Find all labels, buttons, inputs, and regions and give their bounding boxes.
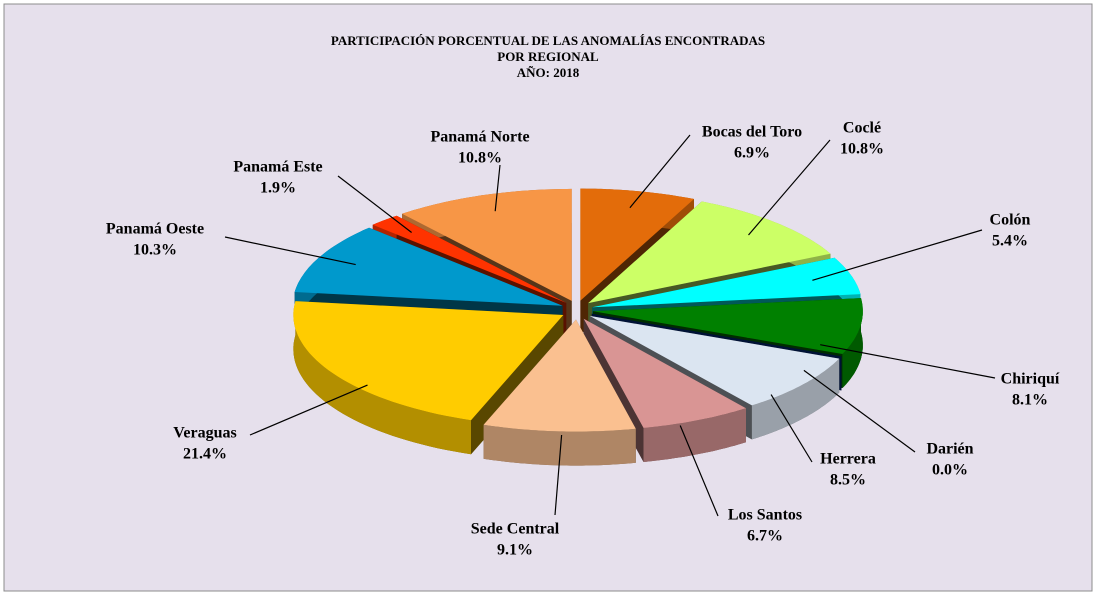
leader-line xyxy=(224,236,356,266)
value-label: 10.8% xyxy=(840,141,884,158)
value-label: 10.8% xyxy=(458,150,502,167)
category-label: Herrera xyxy=(820,451,876,468)
category-label: Veraguas xyxy=(173,425,236,442)
leader-line xyxy=(820,344,996,379)
slice-rim xyxy=(751,358,840,440)
slice xyxy=(372,215,567,303)
leader-line xyxy=(748,139,831,236)
leader-line xyxy=(770,394,813,463)
chart-title: PARTICIPACIÓN PORCENTUAL DE LAS ANOMALÍA… xyxy=(331,33,765,48)
slice xyxy=(589,315,840,406)
value-label: 6.9% xyxy=(734,145,770,162)
slice xyxy=(294,227,563,306)
category-label: Los Santos xyxy=(728,507,802,524)
value-label: 9.1% xyxy=(497,542,533,559)
leader-line xyxy=(812,229,983,281)
value-label: 21.4% xyxy=(183,446,227,463)
value-label: 5.4% xyxy=(992,233,1028,250)
category-label: Sede Central xyxy=(471,521,560,538)
value-label: 10.3% xyxy=(133,242,177,259)
slice-rim xyxy=(643,408,746,462)
slice-rim xyxy=(483,424,636,466)
chart-title: POR REGIONAL xyxy=(497,49,599,64)
leader-line xyxy=(629,134,691,209)
slice xyxy=(592,257,861,308)
category-label: Panamá Este xyxy=(233,159,322,176)
value-label: 0.0% xyxy=(932,462,968,479)
chart-title: AÑO: 2018 xyxy=(517,65,580,80)
leader-line xyxy=(249,384,368,436)
value-label: 8.1% xyxy=(1012,392,1048,409)
slice-rim xyxy=(293,301,471,455)
slice xyxy=(483,319,636,432)
category-label: Coclé xyxy=(843,120,881,137)
slice-rim xyxy=(842,298,863,388)
value-label: 1.9% xyxy=(260,180,296,197)
value-label: 6.7% xyxy=(747,528,783,545)
leader-line xyxy=(337,175,412,233)
slice xyxy=(293,301,564,421)
leader-line xyxy=(803,369,916,453)
slice xyxy=(580,188,694,301)
category-label: Bocas del Toro xyxy=(702,124,802,141)
category-label: Darién xyxy=(926,441,973,458)
leader-line xyxy=(679,425,719,517)
slice xyxy=(592,298,863,354)
leader-line xyxy=(494,164,501,212)
category-label: Chiriquí xyxy=(1001,371,1060,388)
slice xyxy=(583,318,746,428)
category-label: Panamá Norte xyxy=(430,129,529,146)
value-label: 8.5% xyxy=(830,472,866,489)
leader-line xyxy=(554,434,563,516)
slice xyxy=(588,201,831,304)
category-label: Panamá Oeste xyxy=(106,221,204,238)
category-label: Colón xyxy=(990,212,1031,229)
slice xyxy=(402,188,572,301)
